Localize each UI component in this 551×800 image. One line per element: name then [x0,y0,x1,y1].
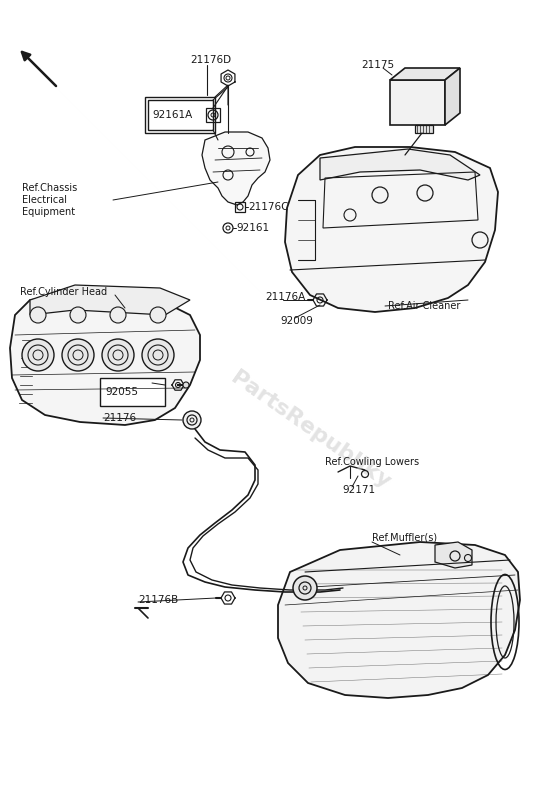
Polygon shape [278,542,520,698]
Text: 92171: 92171 [342,485,375,495]
Text: Ref.Cowling Lowers: Ref.Cowling Lowers [325,457,419,467]
Text: 21176C: 21176C [248,202,289,212]
Text: 21175: 21175 [361,60,394,70]
Circle shape [30,307,46,323]
Text: Equipment: Equipment [22,207,75,217]
Bar [206,108,220,122]
Circle shape [150,307,166,323]
Text: 92009: 92009 [280,316,313,326]
Circle shape [142,339,174,371]
Text: 92161: 92161 [236,223,269,233]
Bar [235,202,245,212]
Text: 92055: 92055 [105,387,138,397]
Circle shape [183,382,189,388]
Text: Ref.Cylinder Head: Ref.Cylinder Head [20,287,107,297]
Polygon shape [390,68,460,80]
Text: PartsRepubliky: PartsRepubliky [226,367,393,493]
Circle shape [183,411,201,429]
Bar [148,100,213,130]
Polygon shape [435,542,472,568]
Text: 21176D: 21176D [190,55,231,65]
Text: Ref.Air Cleaner: Ref.Air Cleaner [388,301,461,311]
Circle shape [22,339,54,371]
Text: 21176B: 21176B [138,595,179,605]
Bar [100,378,165,406]
Polygon shape [30,285,190,315]
Bar [415,125,433,133]
Text: Electrical: Electrical [22,195,67,205]
Polygon shape [145,97,215,133]
Text: Ref.Muffler(s): Ref.Muffler(s) [372,532,437,542]
Circle shape [102,339,134,371]
Polygon shape [285,147,498,312]
Polygon shape [445,68,460,125]
Circle shape [293,576,317,600]
Circle shape [110,307,126,323]
Text: 21176: 21176 [103,413,136,423]
Text: 21176A: 21176A [265,292,305,302]
Text: 92161A: 92161A [152,110,192,120]
Polygon shape [202,132,270,205]
Circle shape [70,307,86,323]
Polygon shape [390,80,445,125]
Circle shape [62,339,94,371]
Text: Ref.Chassis: Ref.Chassis [22,183,77,193]
Polygon shape [10,295,200,425]
Polygon shape [320,149,480,180]
